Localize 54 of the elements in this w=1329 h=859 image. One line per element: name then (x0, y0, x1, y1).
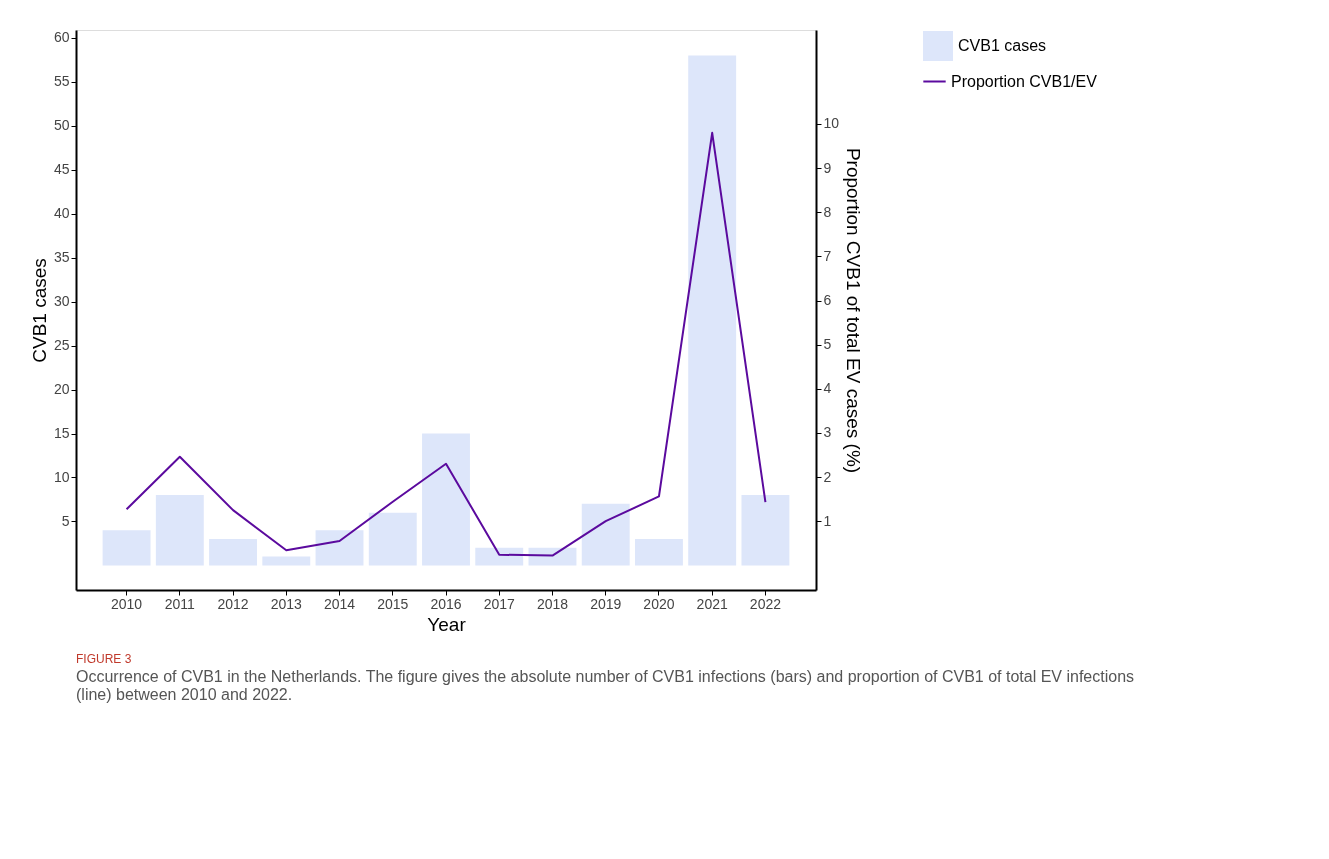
y2-tick-label: 9 (823, 159, 832, 176)
line-series (125, 131, 767, 557)
x-tick-label: 2022 (749, 595, 782, 612)
y2-tick-label: 2 (823, 468, 832, 485)
y-tick-label: 30 (53, 293, 70, 310)
y2-tick-label: 7 (823, 247, 832, 264)
bar (102, 530, 151, 566)
bar (422, 433, 470, 566)
x-tick-label: 2016 (430, 595, 462, 612)
x-tick-label: 2013 (270, 595, 303, 612)
x-tick-label: 2019 (590, 595, 622, 612)
bar (262, 556, 311, 566)
x-tick-label: 2012 (217, 595, 249, 612)
caption: FIGURE 3 (76, 652, 132, 666)
bar (315, 530, 364, 566)
x-tick-label: 2015 (377, 595, 409, 612)
y-tick-label: 45 (53, 161, 70, 178)
x-axis-title: Year (427, 613, 467, 635)
y2-tick-label: 8 (823, 203, 832, 220)
y2-tick-label: 6 (823, 292, 832, 309)
y-tick-label: 55 (53, 73, 70, 90)
x-tick-label: 2021 (696, 595, 728, 612)
y-tick-label: 40 (53, 205, 70, 222)
x-tick-label: 2018 (536, 595, 569, 612)
bar (741, 495, 790, 566)
y2-tick-label: 3 (823, 424, 832, 441)
y-axis-title: CVB1 cases (28, 258, 50, 363)
x-tick-label: 2011 (164, 595, 196, 612)
bar (634, 539, 683, 566)
x-tick-label: 2017 (483, 595, 516, 612)
legend-label: CVB1 cases (958, 37, 1047, 54)
y-tick-label: 5 (61, 512, 70, 529)
y-tick-label: 35 (53, 249, 70, 266)
x-tick-label: 2010 (111, 595, 143, 612)
bar (209, 539, 258, 566)
y-tick-label: 20 (53, 381, 70, 398)
bar (688, 55, 737, 566)
bar (368, 512, 417, 566)
y-tick-label: 15 (53, 425, 70, 442)
bar (581, 503, 630, 566)
y2-tick-label: 10 (823, 115, 840, 132)
x-tick-label: 2014 (323, 595, 356, 612)
text: Occurrence of CVB1 in the Netherlands. The figure gives the absolute number of CVB1 infections (bars) and proportion of CVB1 of total EV infections (line) between 2010 and 2022. (76, 668, 1135, 703)
y2-axis-title: Proportion CVB1 of total EV cases (%) (843, 147, 865, 474)
bar (155, 495, 204, 566)
y-tick-label: 60 (53, 29, 70, 46)
y-tick-label: 10 (53, 468, 70, 485)
legend-label: Proportion CVB1/EV (951, 72, 1098, 90)
y2-tick-label: 4 (823, 380, 832, 397)
x-tick-label: 2020 (643, 595, 675, 612)
y-tick-label: 25 (53, 337, 70, 354)
y2-tick-label: 5 (823, 336, 832, 353)
y-tick-label: 50 (53, 117, 70, 134)
y2-tick-label: 1 (823, 512, 832, 529)
